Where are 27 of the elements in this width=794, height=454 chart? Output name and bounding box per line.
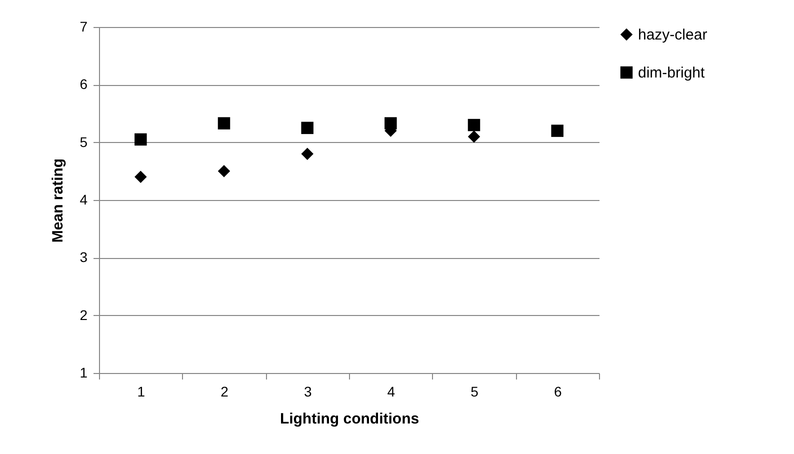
- y-tick-label: 7: [80, 18, 88, 34]
- y-tick-label: 5: [80, 134, 88, 150]
- legend-label: hazy-clear: [638, 26, 708, 44]
- x-tick-label: 6: [554, 384, 562, 400]
- x-tick-label: 2: [220, 384, 229, 400]
- y-tick-label: 4: [80, 192, 88, 208]
- x-tick-label: 3: [304, 384, 312, 400]
- point: [384, 117, 397, 130]
- y-tick-label: 2: [80, 306, 88, 323]
- legend-label: dim-bright: [638, 64, 706, 82]
- point: [218, 117, 230, 130]
- y-axis-title: Mean rating: [50, 158, 67, 243]
- y-tick-label: 3: [80, 249, 88, 266]
- point: [468, 130, 480, 143]
- x-tick-label: 5: [470, 384, 479, 400]
- x-axis-title: Lighting conditions: [280, 410, 420, 428]
- point: [301, 148, 314, 160]
- x-tick-label: 4: [387, 384, 396, 400]
- x-tick-label: 1: [137, 384, 146, 400]
- y-tick-label: 1: [80, 364, 88, 380]
- point: [468, 118, 480, 132]
- point: [134, 170, 147, 184]
- point: [218, 165, 230, 178]
- point: [134, 133, 147, 146]
- y-tick-label: 6: [80, 76, 88, 92]
- point: [551, 124, 564, 137]
- point: [301, 122, 314, 134]
